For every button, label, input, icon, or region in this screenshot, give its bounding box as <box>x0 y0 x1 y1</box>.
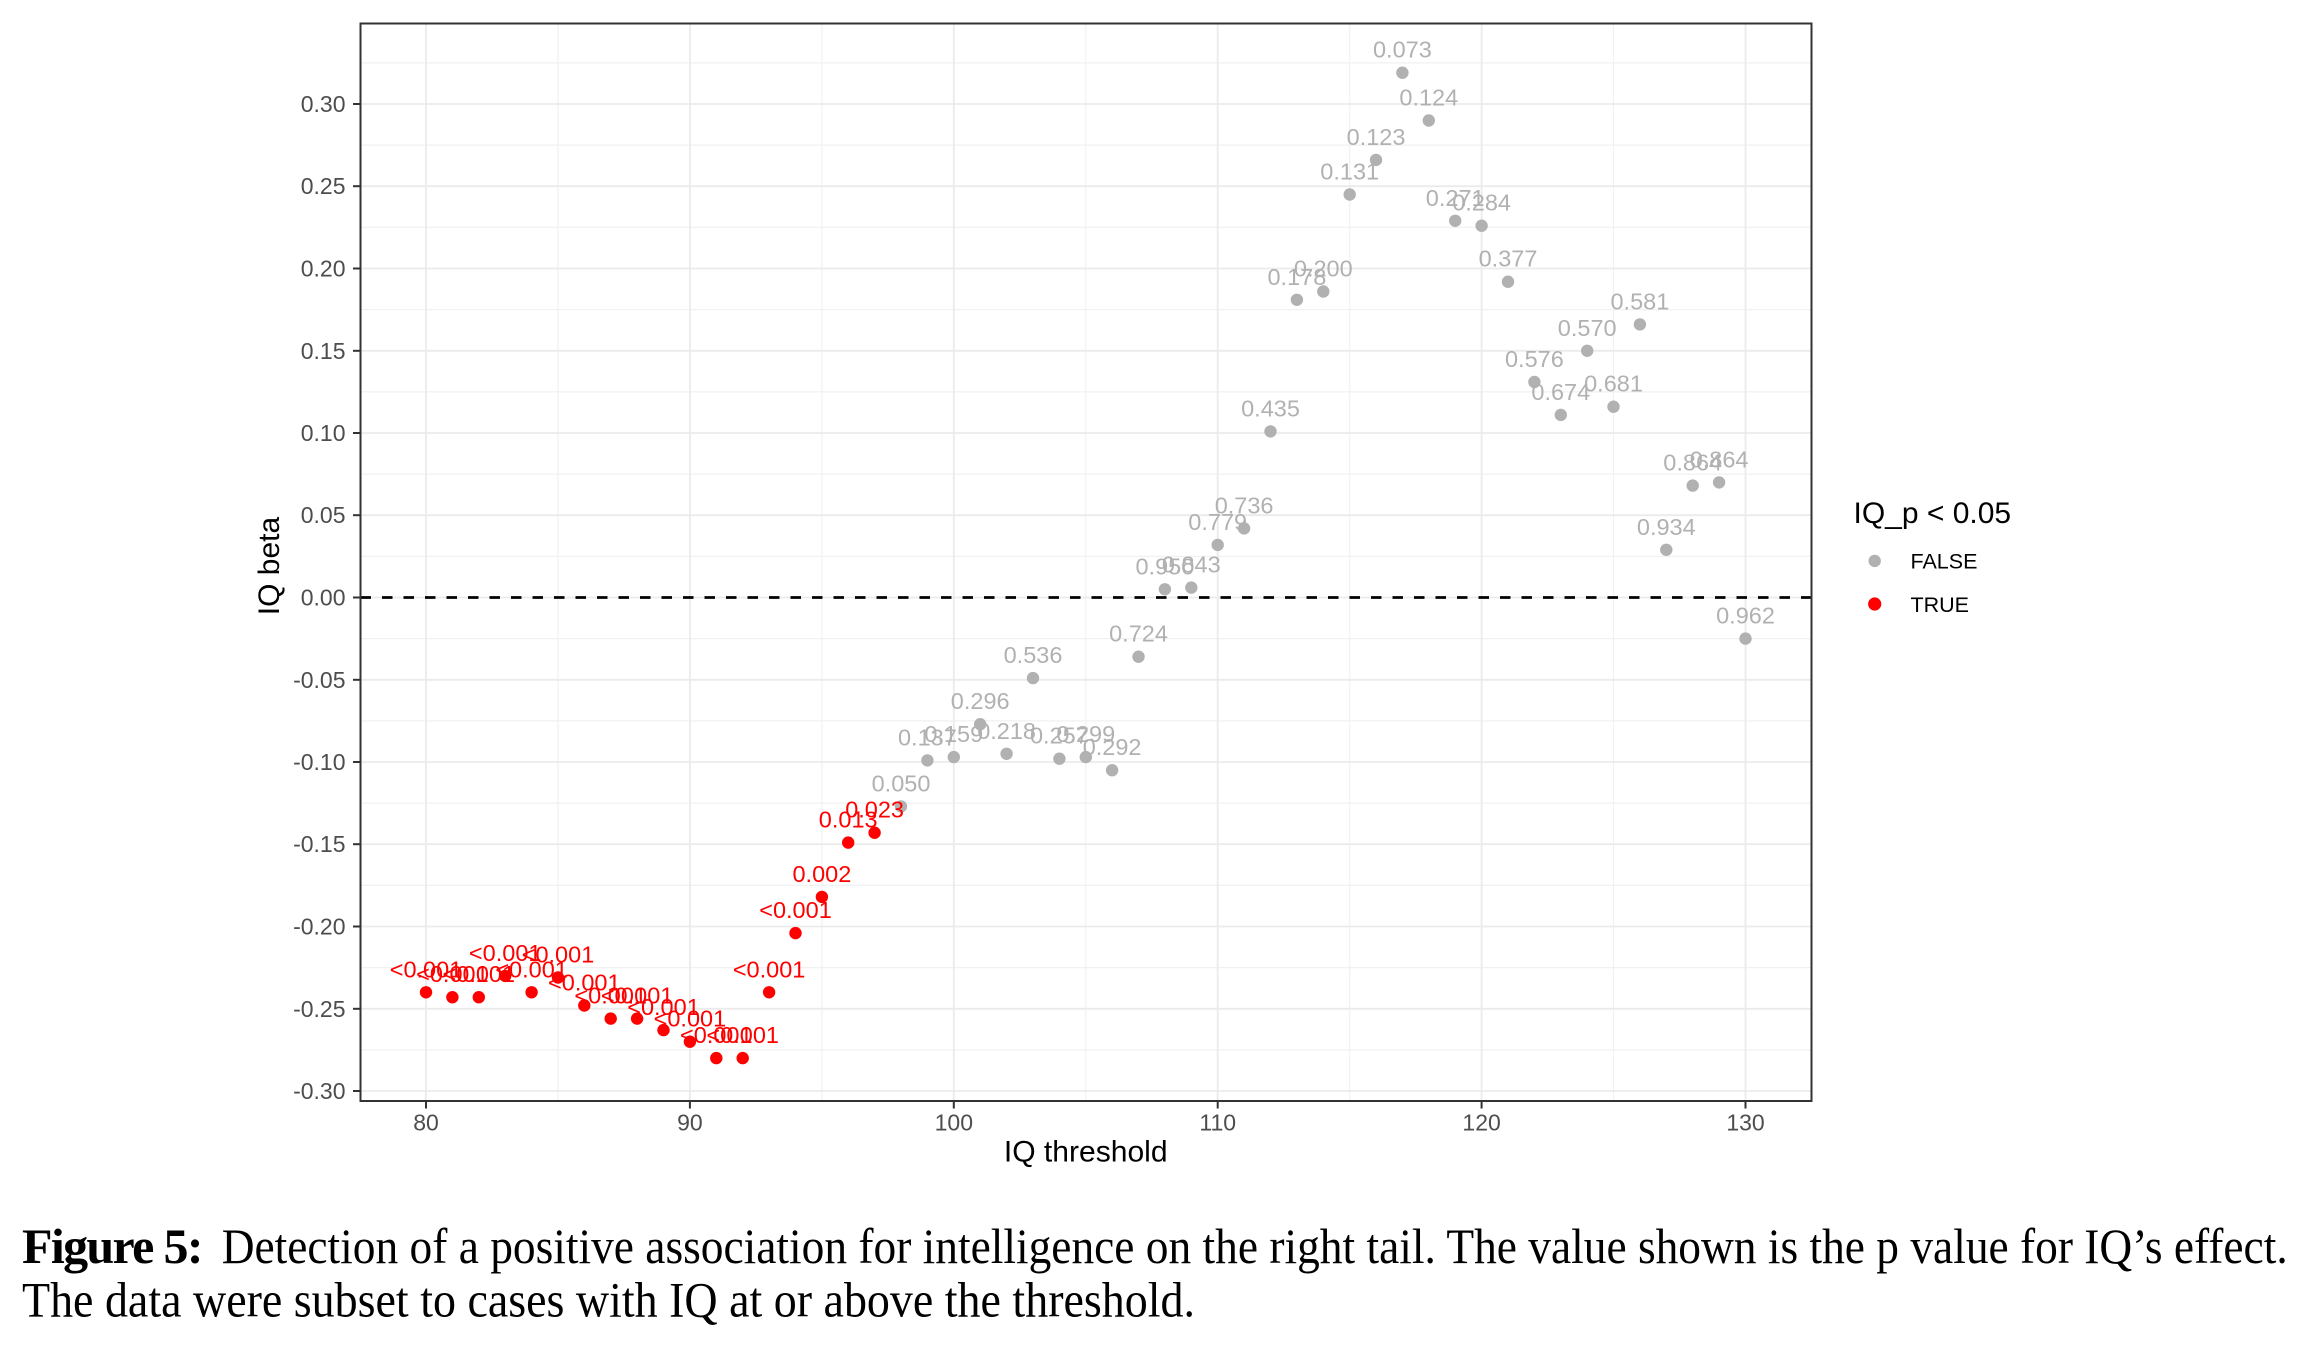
svg-text:0.200: 0.200 <box>1294 256 1353 282</box>
svg-text:0.137: 0.137 <box>898 724 957 750</box>
svg-text:0.435: 0.435 <box>1241 395 1300 421</box>
svg-text:<0.001: <0.001 <box>390 956 463 982</box>
svg-text:0.864: 0.864 <box>1663 450 1722 476</box>
svg-text:0.002: 0.002 <box>792 861 851 887</box>
svg-text:0.736: 0.736 <box>1215 492 1274 518</box>
svg-text:TRUE: TRUE <box>1911 593 1970 617</box>
svg-text:0.570: 0.570 <box>1558 315 1617 341</box>
svg-text:<0.001: <0.001 <box>759 897 832 923</box>
svg-text:0.050: 0.050 <box>872 770 931 796</box>
svg-text:<0.001: <0.001 <box>574 983 647 1009</box>
svg-text:IQ beta: IQ beta <box>253 516 286 615</box>
svg-text:-0.10: -0.10 <box>293 749 345 775</box>
svg-text:0.257: 0.257 <box>1030 723 1089 749</box>
svg-text:0.271: 0.271 <box>1426 185 1485 211</box>
svg-text:<0.001: <0.001 <box>706 1022 779 1048</box>
svg-text:-0.25: -0.25 <box>293 996 345 1022</box>
svg-text:130: 130 <box>1726 1110 1764 1136</box>
svg-text:<0.001: <0.001 <box>469 940 542 966</box>
svg-text:0.296: 0.296 <box>951 688 1010 714</box>
svg-text:FALSE: FALSE <box>1911 550 1978 574</box>
svg-text:0.131: 0.131 <box>1320 159 1379 185</box>
svg-text:<0.001: <0.001 <box>443 961 516 987</box>
svg-text:90: 90 <box>677 1110 703 1136</box>
svg-text:0.159: 0.159 <box>924 721 983 747</box>
svg-text:<0.001: <0.001 <box>416 961 489 987</box>
svg-text:0.073: 0.073 <box>1373 37 1432 63</box>
svg-text:0.864: 0.864 <box>1690 446 1749 472</box>
svg-text:0.377: 0.377 <box>1479 246 1538 272</box>
svg-text:<0.001: <0.001 <box>601 983 674 1009</box>
svg-text:0.843: 0.843 <box>1162 552 1221 578</box>
svg-text:0.00: 0.00 <box>301 585 346 611</box>
svg-text:<0.001: <0.001 <box>495 956 568 982</box>
svg-text:0.178: 0.178 <box>1267 264 1326 290</box>
svg-text:0.30: 0.30 <box>301 91 346 117</box>
svg-text:<0.001: <0.001 <box>733 956 806 982</box>
svg-text:0.123: 0.123 <box>1347 124 1406 150</box>
svg-text:0.681: 0.681 <box>1584 371 1643 397</box>
svg-text:120: 120 <box>1462 1110 1500 1136</box>
svg-text:0.284: 0.284 <box>1452 190 1511 216</box>
svg-text:<0.001: <0.001 <box>548 970 621 996</box>
svg-text:-0.30: -0.30 <box>293 1078 345 1104</box>
svg-text:0.013: 0.013 <box>819 807 878 833</box>
svg-text:0.581: 0.581 <box>1610 288 1669 314</box>
svg-text:-0.20: -0.20 <box>293 914 345 940</box>
svg-text:-0.15: -0.15 <box>293 831 345 857</box>
svg-text:Detection of a positive associ: Detection of a positive association for … <box>222 1218 2288 1274</box>
svg-text:<0.001: <0.001 <box>627 994 700 1020</box>
svg-text:0.20: 0.20 <box>301 256 346 282</box>
svg-text:IQ_p < 0.05: IQ_p < 0.05 <box>1854 497 2012 530</box>
svg-text:0.674: 0.674 <box>1531 379 1590 405</box>
svg-text:0.724: 0.724 <box>1109 621 1168 647</box>
svg-text:0.15: 0.15 <box>301 338 346 364</box>
svg-text:<0.001: <0.001 <box>680 1022 753 1048</box>
svg-text:0.934: 0.934 <box>1637 514 1696 540</box>
svg-text:0.299: 0.299 <box>1056 721 1115 747</box>
svg-text:<0.001: <0.001 <box>654 1006 727 1032</box>
svg-text:0.576: 0.576 <box>1505 346 1564 372</box>
svg-text:<0.001: <0.001 <box>522 942 595 968</box>
svg-text:0.779: 0.779 <box>1188 509 1247 535</box>
svg-text:110: 110 <box>1199 1110 1236 1136</box>
svg-text:0.124: 0.124 <box>1399 85 1458 111</box>
svg-text:0.05: 0.05 <box>301 502 346 528</box>
svg-text:0.023: 0.023 <box>845 797 904 823</box>
svg-text:80: 80 <box>413 1110 439 1136</box>
svg-text:0.536: 0.536 <box>1004 642 1063 668</box>
svg-text:The data were subset to cases: The data were subset to cases with IQ at… <box>22 1272 1195 1328</box>
svg-text:100: 100 <box>935 1110 973 1136</box>
svg-text:0.950: 0.950 <box>1135 553 1194 579</box>
svg-text:0.962: 0.962 <box>1716 603 1775 629</box>
svg-text:Figure 5:: Figure 5: <box>22 1218 204 1274</box>
svg-text:0.218: 0.218 <box>977 718 1036 744</box>
svg-text:0.10: 0.10 <box>301 420 346 446</box>
svg-text:-0.05: -0.05 <box>293 667 345 693</box>
svg-text:0.25: 0.25 <box>301 173 346 199</box>
svg-text:IQ threshold: IQ threshold <box>1004 1136 1168 1169</box>
svg-text:0.292: 0.292 <box>1083 734 1142 760</box>
